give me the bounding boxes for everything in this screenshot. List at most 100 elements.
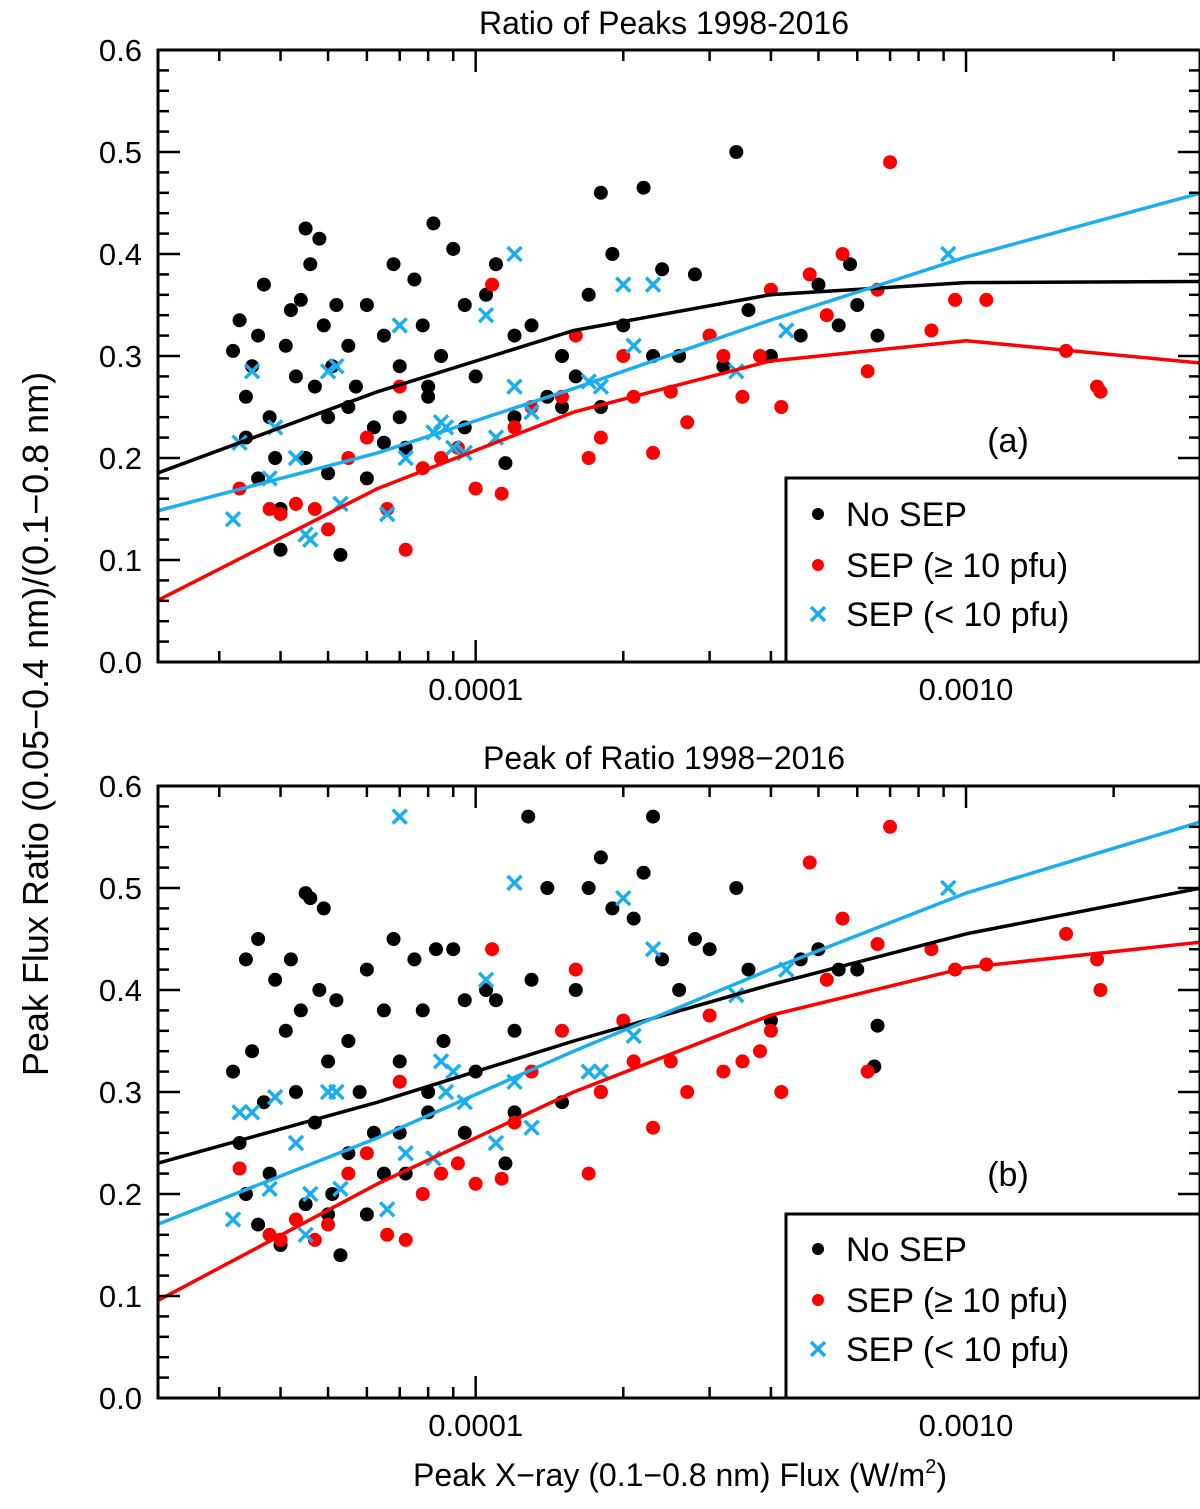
point-sep_ge10 [883,819,898,834]
point-sep_ge10 [1093,384,1108,399]
point-no_sep [312,983,327,997]
panel-b-xtick-label-0: 0.0001 [428,1408,523,1443]
point-no_sep [321,410,336,425]
point-sep_ge10 [979,292,994,307]
point-no_sep [352,1085,367,1099]
point-sep_lt10 [477,306,495,324]
point-no_sep [507,328,522,343]
point-no_sep [479,287,494,302]
point-no_sep [702,942,717,957]
point-sep_ge10 [581,1166,596,1181]
legend-marker-sep-ge10 [812,559,824,571]
legend-marker-sep-lt10 [809,1340,827,1358]
point-no_sep [312,231,327,246]
point-sep_ge10 [494,486,509,501]
point-sep_ge10 [485,942,500,957]
point-no_sep [392,410,407,425]
point-no_sep [479,983,494,997]
fit-line-sep_ge10 [156,338,1200,603]
legend-label-no-sep: No SEP [846,1231,967,1269]
point-sep_ge10 [646,445,661,460]
point-sep_lt10 [391,808,408,825]
panel-a-ytick-label-6: 0.6 [99,33,142,68]
point-no_sep [298,1197,313,1212]
point-no_sep [605,247,620,261]
panel-b-ticks [158,784,1200,1400]
panel-b-label: (b) [987,1156,1029,1194]
legend-label-sep-lt10: SEP (< 10 pfu) [846,1331,1069,1369]
point-no_sep [307,379,322,394]
point-no_sep [843,257,858,272]
point-no_sep [329,298,344,312]
point-no_sep [359,298,374,312]
point-no_sep [568,983,583,997]
point-sep_ge10 [1059,926,1074,941]
point-no_sep [298,451,313,465]
point-sep_ge10 [507,420,522,435]
point-sep_lt10 [940,245,957,263]
point-no_sep [303,891,318,906]
panel-b: Peak of Ratio 1998−2016 0.0 0.1 0.2 0.3 … [99,740,1200,1443]
point-no_sep [262,410,277,425]
point-sep_lt10 [397,449,414,467]
point-no_sep [457,298,472,312]
point-no_sep [321,466,336,481]
point-no_sep [293,1003,308,1018]
point-no_sep [793,328,808,343]
point-no_sep [268,451,283,465]
point-no_sep [540,881,555,895]
point-sep_lt10 [615,889,632,907]
point-no_sep [283,303,298,318]
x-axis-label-superscript: 2 [925,1456,936,1478]
point-no_sep [316,901,331,916]
point-sep_ge10 [555,1023,570,1038]
point-sep_ge10 [359,430,374,445]
point-no_sep [392,359,407,374]
point-no_sep [325,1187,340,1201]
point-sep_ge10 [434,1166,449,1181]
point-sep_lt10 [224,510,242,528]
point-sep_ge10 [288,1212,303,1227]
panel-a-legend-box [784,476,1200,664]
point-sep_ge10 [924,942,939,957]
panel-a-ytick-label-1: 0.1 [99,543,142,578]
point-sep_lt10 [397,1144,414,1162]
point-sep_lt10 [940,879,957,897]
point-sep_ge10 [680,415,695,430]
point-no_sep [507,1023,522,1038]
legend-marker-no-sep [812,1243,824,1255]
point-no_sep [283,952,298,967]
point-no_sep [507,1105,522,1120]
point-sep_ge10 [735,389,750,404]
point-sep_ge10 [663,1054,678,1069]
point-no_sep [245,1044,260,1059]
panel-b-points [224,808,1108,1263]
panel-b-legend: No SEP SEP (≥ 10 pfu) SEP (< 10 pfu) [784,1212,1200,1400]
point-sep_ge10 [626,1054,641,1069]
point-no_sep [716,359,731,374]
fit-line-no_sep [156,886,1200,1166]
point-no_sep [359,962,374,977]
point-no_sep [605,901,620,916]
point-no_sep [256,1095,271,1110]
point-no_sep [555,400,570,414]
point-no_sep [581,287,596,302]
x-axis-label-main: Peak X−ray (0.1−0.8 nm) Flux (W/m [413,1457,925,1493]
point-no_sep [488,257,503,272]
legend-label-sep-ge10: SEP (≥ 10 pfu) [846,547,1068,585]
point-sep_lt10 [243,363,261,380]
point-no_sep [436,1034,451,1048]
point-no_sep [446,942,461,957]
point-sep_lt10 [506,874,523,892]
point-sep_lt10 [644,940,662,958]
fit-line-sep_ge10 [156,940,1200,1303]
panel-b-ytick-label-6: 0.6 [99,769,142,804]
point-sep_ge10 [924,323,939,338]
point-sep_ge10 [307,502,322,516]
panel-a-xtick-label-1: 0.0010 [919,672,1014,707]
point-no_sep [831,318,846,333]
point-sep_lt10 [302,1185,319,1203]
point-no_sep [376,328,391,343]
legend-marker-no-sep [812,508,824,520]
